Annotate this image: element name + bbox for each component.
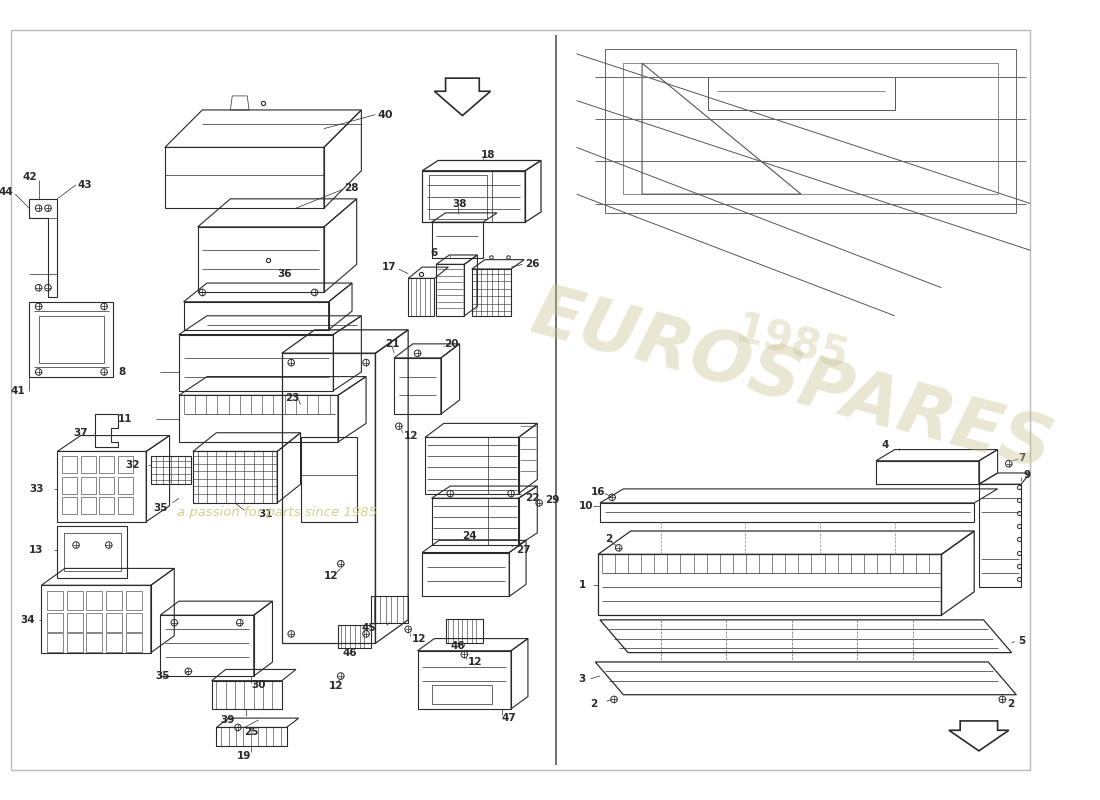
Text: 12: 12 [329,682,343,691]
Text: 44: 44 [0,187,13,198]
Text: 34: 34 [20,615,34,625]
Text: EUROSPARES: EUROSPARES [524,278,1059,484]
Text: 8: 8 [118,367,125,377]
Text: 28: 28 [344,182,359,193]
Text: 11: 11 [118,414,133,424]
Text: 12: 12 [468,657,483,667]
Text: 31: 31 [258,509,273,519]
Text: 46: 46 [450,641,465,651]
Text: 39: 39 [220,715,234,725]
Text: 7: 7 [1019,453,1025,463]
Text: 10: 10 [579,501,593,510]
Text: 37: 37 [74,428,88,438]
Text: 25: 25 [244,727,258,737]
Text: 20: 20 [443,339,459,349]
Text: 1985: 1985 [730,309,854,379]
Text: 19: 19 [238,750,252,761]
Text: 36: 36 [277,269,292,278]
Text: 2: 2 [591,699,598,709]
Text: 26: 26 [525,259,540,270]
Text: 40: 40 [377,110,393,120]
Text: 1: 1 [579,580,585,590]
Text: 22: 22 [525,494,540,503]
Text: 47: 47 [502,713,517,723]
Text: 12: 12 [324,571,339,581]
Text: 45: 45 [362,623,376,634]
Text: 23: 23 [285,393,299,403]
Text: 21: 21 [385,339,399,349]
Text: 38: 38 [452,198,466,209]
Text: 2: 2 [605,534,612,545]
Text: 41: 41 [11,386,25,396]
Text: 16: 16 [591,486,605,497]
Text: 24: 24 [462,530,476,541]
Text: 9: 9 [1024,470,1031,480]
Text: 32: 32 [125,461,140,470]
Text: 46: 46 [343,648,358,658]
Text: 6: 6 [431,248,438,258]
Text: 13: 13 [30,545,44,554]
Text: 35: 35 [155,671,169,681]
Text: 35: 35 [154,502,168,513]
Text: 3: 3 [579,674,585,684]
Text: 33: 33 [30,484,44,494]
Text: a passion for parts since 1985: a passion for parts since 1985 [177,506,377,518]
Text: 17: 17 [383,262,397,272]
Text: 29: 29 [544,495,559,505]
Text: 43: 43 [78,180,92,190]
Text: 27: 27 [516,545,530,554]
Text: 42: 42 [22,172,36,182]
Text: 5: 5 [1019,636,1025,646]
Text: 18: 18 [481,150,496,160]
Text: 12: 12 [404,430,418,441]
Text: 4: 4 [881,440,889,450]
Text: 30: 30 [251,680,265,690]
Text: 12: 12 [411,634,427,643]
Text: 2: 2 [1006,699,1014,709]
